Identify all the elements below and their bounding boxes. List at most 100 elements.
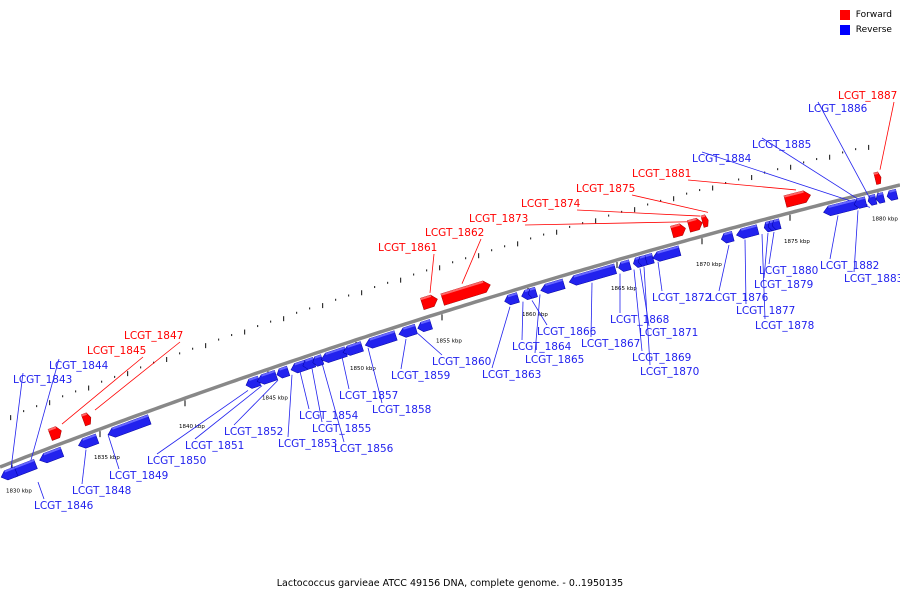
gene-arrow-highlight: [43, 447, 61, 456]
gene-label[interactable]: LCGT_1866: [537, 326, 597, 338]
gene-label[interactable]: LCGT_1861: [378, 242, 437, 254]
gene-label[interactable]: LCGT_1853: [278, 438, 337, 450]
gene-label[interactable]: LCGT_1886: [808, 103, 868, 115]
gene-arrow-highlight: [645, 253, 653, 258]
track-dot: [803, 161, 805, 164]
gene-arrow-highlight: [856, 196, 866, 201]
gene-label[interactable]: LCGT_1878: [755, 320, 814, 332]
gene-arrow-highlight: [403, 324, 416, 330]
gene-leader-line: [701, 151, 871, 208]
gene-label[interactable]: LCGT_1881: [632, 168, 691, 180]
reverse-gene-arrow[interactable]: [320, 346, 348, 365]
gene-label[interactable]: LCGT_1846: [34, 500, 94, 512]
gene-label[interactable]: LCGT_1887: [838, 90, 897, 102]
gene-leader-line: [341, 356, 350, 390]
gene-label[interactable]: LCGT_1847: [124, 330, 183, 342]
gene-label[interactable]: LCGT_1862: [425, 227, 484, 239]
gene-label[interactable]: LCGT_1875: [576, 183, 635, 195]
track-dot: [88, 385, 90, 391]
gene-label[interactable]: LCGT_1879: [754, 279, 813, 291]
gene-label[interactable]: LCGT_1855: [312, 423, 371, 435]
track-dot: [660, 199, 662, 202]
gene-leader-line: [491, 306, 511, 369]
track-dot: [348, 294, 350, 297]
gene-label[interactable]: LCGT_1874: [521, 198, 581, 210]
gene-label[interactable]: LCGT_1869: [632, 352, 691, 364]
gene-label[interactable]: LCGT_1852: [224, 426, 283, 438]
reverse-gene-arrow[interactable]: [256, 369, 278, 386]
gene-label[interactable]: LCGT_1844: [49, 360, 109, 372]
gene-label[interactable]: LCGT_1849: [109, 470, 168, 482]
gene-arrow-highlight: [869, 194, 876, 198]
gene-arrow-highlight: [420, 319, 431, 325]
gene-label[interactable]: LCGT_1884: [692, 153, 752, 165]
gene-label[interactable]: LCGT_1851: [185, 440, 244, 452]
gene-leader-line: [367, 347, 383, 404]
gene-label[interactable]: LCGT_1850: [147, 455, 206, 467]
gene-label[interactable]: LCGT_1857: [339, 390, 398, 402]
gene-leader-line: [687, 179, 797, 191]
gene-arrow-group: [107, 414, 152, 438]
gene-label[interactable]: LCGT_1858: [372, 404, 431, 416]
gene-label[interactable]: LCGT_1864: [512, 341, 572, 353]
gene-leader-line: [9, 372, 24, 478]
gene-label[interactable]: LCGT_1883: [844, 273, 900, 285]
gene-arrow-group: [540, 278, 566, 294]
gene-label[interactable]: LCGT_1843: [13, 374, 72, 386]
track-dot: [426, 269, 428, 272]
gene-arrow-highlight: [723, 231, 733, 236]
gene-arrow-highlight: [11, 459, 35, 470]
gene-label[interactable]: LCGT_1863: [482, 369, 541, 381]
gene-label[interactable]: LCGT_1882: [820, 260, 879, 272]
gene-label[interactable]: LCGT_1872: [652, 292, 711, 304]
gene-label[interactable]: LCGT_1868: [610, 314, 669, 326]
forward-gene-arrow[interactable]: [783, 189, 812, 208]
gene-label[interactable]: LCGT_1873: [469, 213, 528, 225]
forward-gene-arrow[interactable]: [80, 412, 93, 427]
gene-arrow-group: [823, 198, 858, 217]
gene-label[interactable]: LCGT_1854: [299, 410, 359, 422]
track-dot: [725, 181, 727, 184]
forward-gene-arrow[interactable]: [873, 171, 883, 185]
track-dot: [608, 214, 610, 217]
gene-arrow-highlight: [573, 263, 615, 278]
gene-label[interactable]: LCGT_1859: [391, 370, 450, 382]
gene-label[interactable]: LCGT_1885: [752, 139, 811, 151]
gene-label[interactable]: LCGT_1856: [334, 443, 394, 455]
reverse-gene-arrow[interactable]: [77, 433, 100, 450]
gene-label[interactable]: LCGT_1848: [72, 485, 131, 497]
gene-leader-line: [417, 333, 443, 356]
legend: Forward Reverse: [839, 8, 892, 38]
gene-arrow-highlight: [740, 224, 757, 231]
track-dot: [218, 338, 220, 341]
gene-label[interactable]: LCGT_1845: [87, 345, 146, 357]
forward-gene-arrow[interactable]: [440, 279, 492, 306]
gene-arrow-group: [886, 188, 899, 201]
gene-label[interactable]: LCGT_1870: [640, 366, 699, 378]
forward-gene-arrow[interactable]: [686, 217, 704, 233]
gene-leader-line: [233, 379, 279, 426]
track-dot: [283, 316, 285, 322]
gene-label[interactable]: LCGT_1867: [581, 338, 640, 350]
gene-label[interactable]: LCGT_1871: [639, 327, 698, 339]
gene-label[interactable]: LCGT_1877: [736, 305, 795, 317]
gene-leader-line: [429, 253, 435, 293]
gene-label[interactable]: LCGT_1865: [525, 354, 584, 366]
backbone-line: [0, 183, 900, 469]
gene-label[interactable]: LCGT_1880: [759, 265, 818, 277]
reverse-gene-arrow[interactable]: [0, 466, 19, 482]
gene-label[interactable]: LCGT_1860: [432, 356, 491, 368]
gene-leader-line: [194, 385, 263, 440]
gene-leader-line: [590, 282, 593, 338]
gene-features: [0, 171, 899, 482]
gene-arrow-highlight: [889, 189, 897, 193]
scale-tick-label: 1835 kbp: [94, 455, 120, 461]
gene-label[interactable]: LCGT_1876: [709, 292, 769, 304]
gene-leader-line: [879, 101, 895, 170]
gene-arrow-group: [568, 263, 617, 286]
track-dot: [140, 366, 142, 369]
gene-leader-line: [321, 363, 345, 443]
track-dot: [465, 257, 467, 260]
track-dot: [790, 164, 792, 170]
gene-leader-line: [643, 266, 651, 366]
